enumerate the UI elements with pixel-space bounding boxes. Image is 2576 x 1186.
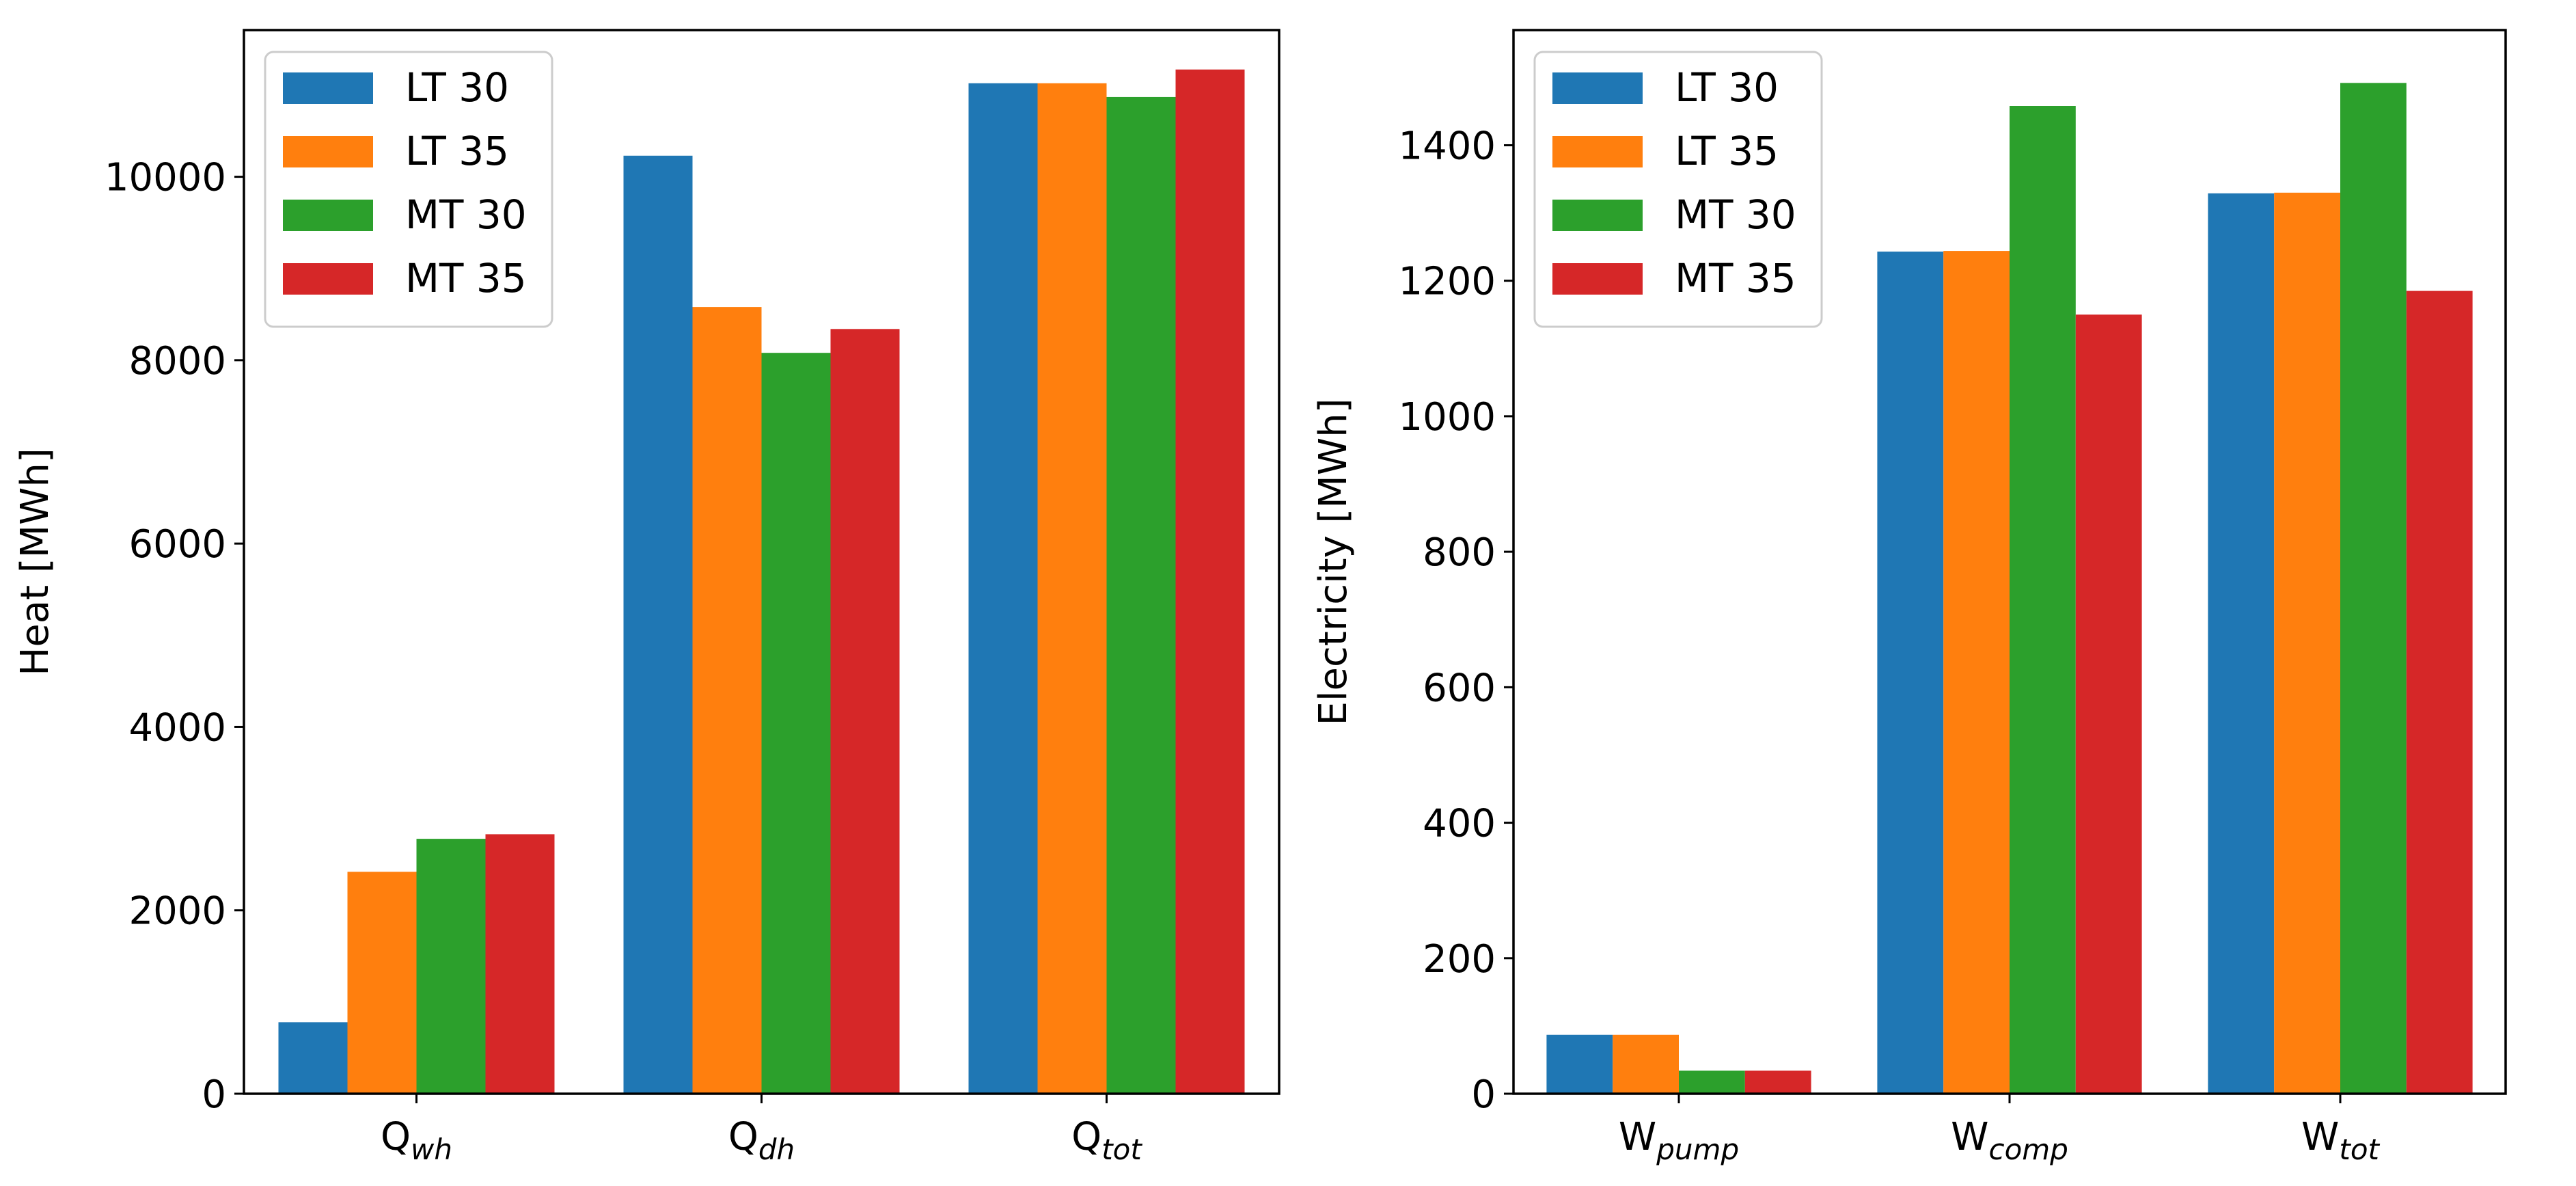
bar-lt-30-w-tot [2208,193,2275,1094]
legend-box [1533,51,1823,328]
legend-swatch [283,72,373,104]
legend-swatch [1552,72,1643,104]
y-tick-label: 0 [1471,1073,1496,1117]
legend-swatch [283,136,373,167]
legend-label: MT 35 [405,255,527,301]
y-tick-label: 8000 [128,339,226,383]
legend-label: LT 30 [1675,64,1779,111]
chart-panel-2: 0 200 400 600 800 1000 1200 1400 Wpump Wcomp Wtot E… [1311,29,2507,1166]
bar-lt-35-q-dh [692,307,762,1094]
y-tick-label: 800 [1423,530,1496,575]
y-tick-label: 1200 [1398,260,1496,304]
bar-lt-30-q-wh [278,1022,348,1094]
bar-mt-30-w-tot [2340,83,2407,1094]
y-axis-label: Electricity [MWh] [1311,399,1356,726]
bar-lt-30-q-tot [968,83,1038,1094]
legend-swatch [1552,136,1643,167]
bar-mt-30-w-pump [1679,1070,1745,1094]
x-tick-label: Qtot [1071,1115,1142,1166]
bar-lt-35-w-pump [1613,1034,1679,1094]
legend-swatch [1552,263,1643,295]
x-tick-label: Qdh [728,1115,795,1166]
bar-lt-30-w-pump [1546,1034,1613,1094]
bar-lt-35-q-wh [347,872,417,1094]
bar-mt-30-w-comp [2010,106,2076,1094]
bar-mt-35-q-dh [830,329,900,1094]
legend-label: MT 35 [1675,255,1796,301]
y-tick-label: 2000 [128,889,226,934]
y-tick-label: 1000 [1398,395,1496,440]
y-tick-label: 1400 [1398,124,1496,168]
x-tick-label: Qwh [381,1115,452,1166]
legend: LT 30 LT 35 MT 30 MT 35 [1533,51,1823,328]
legend-box [264,51,553,328]
legend-swatch [283,263,373,295]
chart-panel-1: 0 2000 4000 6000 8000 10000 Qwh Qdh Qtot Heat [MW… [13,29,1280,1166]
x-tick-label: Wcomp [1951,1115,2068,1166]
y-tick-label: 4000 [128,705,226,750]
y-tick-label: 200 [1423,937,1496,982]
y-tick-label: 600 [1423,666,1496,710]
bar-lt-35-q-tot [1037,83,1107,1094]
y-tick-label: 400 [1423,802,1496,846]
bar-mt-30-q-tot [1106,96,1176,1094]
legend-swatch [283,200,373,231]
bar-mt-35-w-tot [2406,291,2473,1094]
y-tick-label: 0 [202,1073,226,1117]
bar-lt-30-w-comp [1877,252,1944,1094]
legend-swatch [1552,200,1643,231]
legend: LT 30 LT 35 MT 30 MT 35 [264,51,553,328]
bar-mt-35-q-tot [1175,69,1245,1094]
legend-label: MT 30 [1675,191,1796,238]
x-tick-label: Wtot [2301,1115,2381,1166]
y-tick-label: 10000 [105,156,226,200]
bar-lt-35-w-tot [2274,192,2340,1094]
bar-mt-35-q-wh [485,834,555,1094]
bar-mt-30-q-wh [416,839,486,1094]
y-axis-label: Heat [MWh] [13,448,57,676]
legend-label: LT 35 [1675,128,1779,174]
bar-mt-35-w-comp [2075,314,2142,1094]
legend-label: MT 30 [405,191,527,238]
bar-lt-35-w-comp [1943,251,2010,1094]
legend-label: LT 30 [405,64,509,111]
y-tick-label: 6000 [128,522,226,567]
bar-mt-30-q-dh [761,353,831,1094]
bar-lt-30-q-dh [623,155,693,1094]
bar-mt-35-w-pump [1744,1070,1811,1094]
x-tick-label: Wpump [1619,1115,1739,1166]
legend-label: LT 35 [405,128,509,174]
